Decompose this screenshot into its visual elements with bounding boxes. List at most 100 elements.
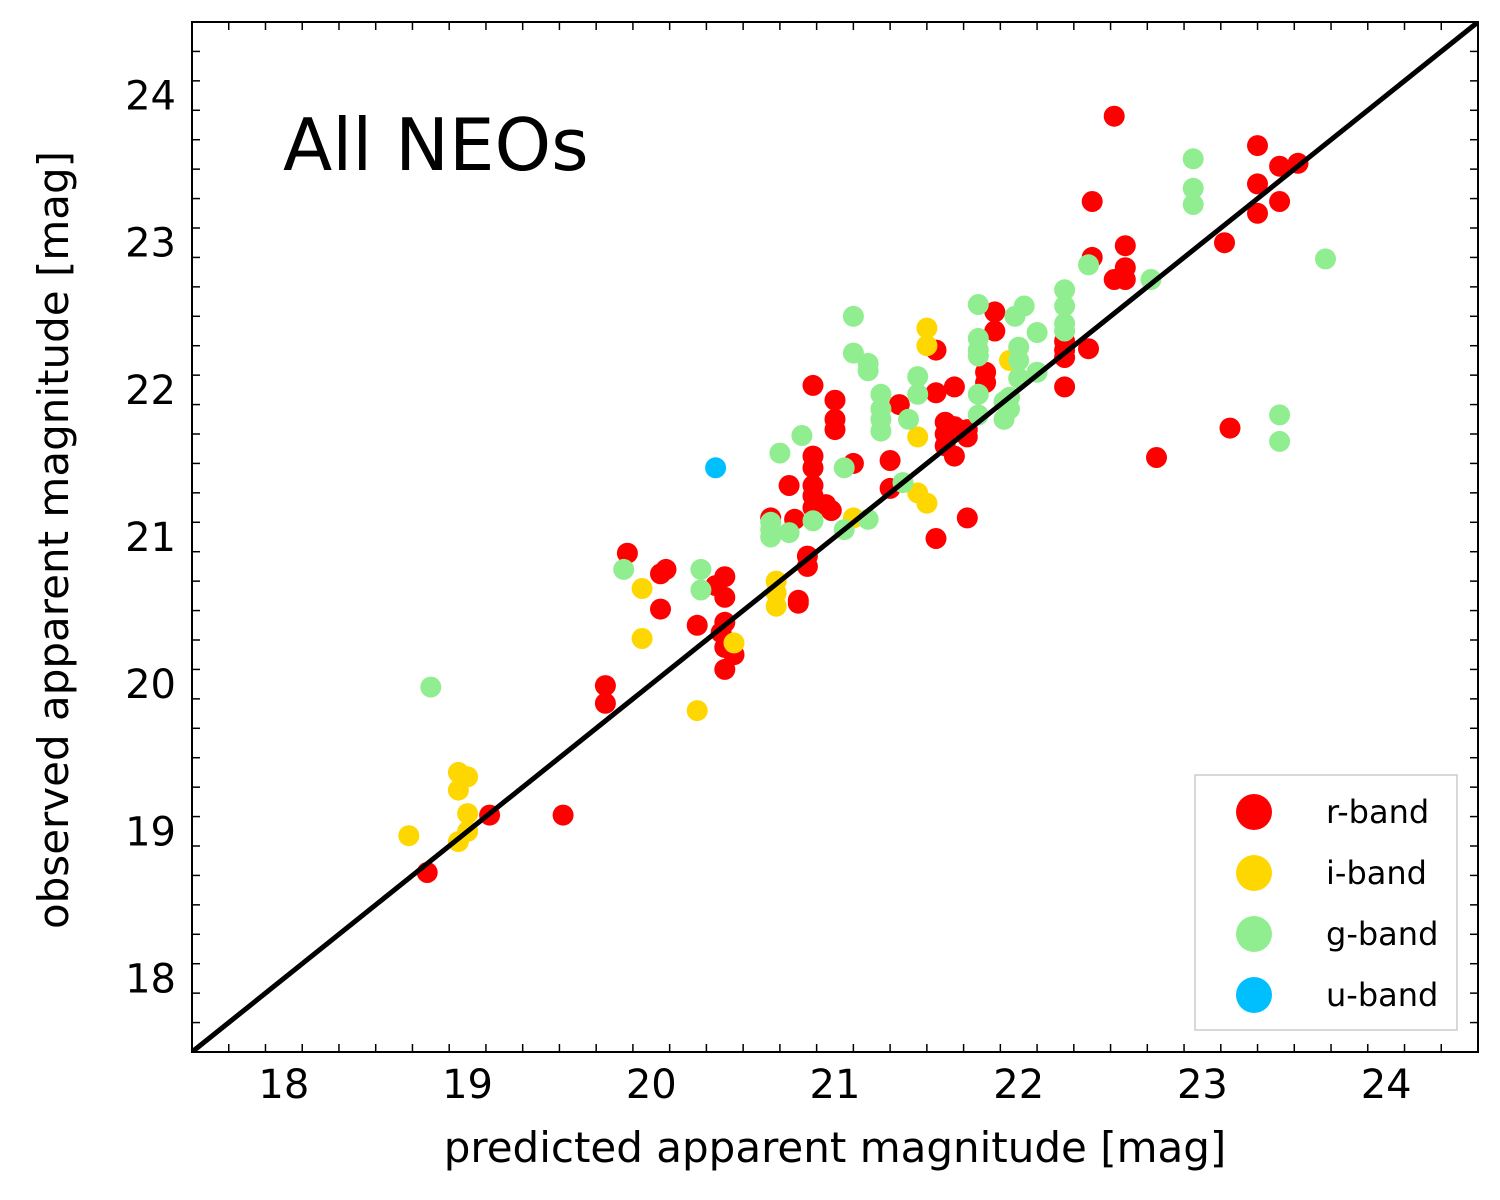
point-r-band-33 — [824, 389, 846, 411]
y-tick-label-19: 19 — [125, 809, 176, 855]
point-i-band-4 — [457, 766, 479, 788]
point-r-band-72 — [1247, 173, 1268, 195]
y-tick-label-21: 21 — [125, 515, 176, 561]
point-r-band-65 — [1114, 235, 1136, 257]
point-g-band-53 — [1269, 430, 1291, 452]
point-u-band-0 — [705, 457, 727, 479]
legend-label-u-band: u-band — [1326, 976, 1438, 1014]
point-r-band-7 — [655, 558, 677, 580]
point-r-band-35 — [824, 419, 846, 441]
point-g-band-26 — [967, 294, 989, 315]
plot-frame — [191, 21, 1479, 1053]
legend-label-r-band: r-band — [1326, 793, 1429, 831]
point-g-band-44 — [1054, 295, 1076, 317]
one-to-one-reference-line — [192, 22, 1478, 1052]
y-tick-label-20: 20 — [125, 662, 176, 708]
point-i-band-10 — [723, 632, 745, 654]
y-tick-label-23: 23 — [125, 221, 176, 267]
x-tick-label-20: 20 — [626, 1062, 677, 1108]
point-g-band-6 — [760, 526, 782, 548]
point-r-band-61 — [1081, 191, 1103, 212]
legend-marker-i-band — [1236, 855, 1272, 891]
legend-label-g-band: g-band — [1326, 915, 1438, 953]
point-g-band-3 — [690, 579, 712, 601]
point-i-band-8 — [631, 628, 653, 649]
legend-label-i-band: i-band — [1326, 854, 1427, 892]
point-g-band-24 — [907, 366, 929, 388]
point-r-band-42 — [925, 528, 947, 549]
point-r-band-60 — [1078, 338, 1099, 360]
point-r-band-71 — [1247, 135, 1268, 157]
point-r-band-55 — [984, 320, 1006, 342]
point-i-band-17 — [916, 317, 938, 339]
point-r-band-27 — [802, 457, 824, 479]
point-r-band-70 — [1219, 417, 1241, 439]
point-r-band-25 — [802, 374, 824, 396]
y-tick-label-18: 18 — [125, 956, 176, 1002]
legend: r-band i-band g-band u-band — [1194, 774, 1458, 1031]
x-tick-label-24: 24 — [1361, 1062, 1412, 1108]
point-g-band-7 — [769, 442, 791, 464]
point-g-band-9 — [791, 425, 813, 446]
point-r-band-9 — [686, 614, 708, 636]
point-g-band-23 — [898, 408, 919, 430]
point-g-band-18 — [870, 383, 892, 405]
y-axis-label: observed apparent magnitude [mag] — [29, 151, 78, 929]
point-g-band-52 — [1269, 404, 1291, 426]
point-r-band-41 — [925, 382, 947, 404]
point-g-band-16 — [857, 360, 879, 382]
point-r-band-11 — [714, 566, 736, 588]
point-g-band-21 — [870, 420, 892, 442]
x-tick-label-19: 19 — [442, 1062, 493, 1108]
legend-entry-r-band: r-band — [1236, 793, 1429, 831]
x-axis-label: predicted apparent magnitude [mag] — [444, 1123, 1227, 1172]
point-g-band-11 — [833, 457, 855, 479]
point-g-band-48 — [1140, 269, 1162, 290]
point-g-band-46 — [1054, 320, 1076, 342]
legend-marker-u-band — [1236, 977, 1272, 1013]
point-g-band-10 — [802, 510, 824, 532]
x-tick-label-18: 18 — [258, 1062, 309, 1108]
point-g-band-40 — [1013, 295, 1035, 317]
point-g-band-29 — [967, 345, 989, 367]
point-i-band-7 — [631, 578, 653, 599]
series-g-band — [420, 148, 1336, 698]
point-i-band-18 — [916, 335, 938, 357]
point-r-band-69 — [1214, 232, 1235, 254]
point-r-band-48 — [943, 445, 965, 467]
point-g-band-50 — [1182, 177, 1204, 199]
point-r-band-8 — [650, 598, 671, 620]
point-i-band-15 — [907, 426, 929, 448]
point-g-band-14 — [842, 342, 864, 364]
point-g-band-25 — [907, 383, 929, 405]
point-r-band-46 — [943, 376, 965, 398]
point-g-band-47 — [1078, 254, 1099, 276]
point-g-band-13 — [842, 305, 864, 327]
data-points-layer — [398, 105, 1336, 883]
point-r-band-22 — [787, 592, 809, 614]
point-g-band-51 — [1182, 194, 1204, 215]
point-i-band-9 — [686, 700, 708, 722]
point-i-band-0 — [398, 825, 420, 847]
point-r-band-37 — [879, 450, 901, 471]
y-tick-label-22: 22 — [125, 368, 176, 414]
point-r-band-67 — [1114, 269, 1136, 290]
point-r-band-2 — [552, 804, 574, 826]
point-r-band-17 — [714, 658, 736, 680]
point-r-band-5 — [616, 542, 638, 564]
point-g-band-30 — [967, 383, 989, 405]
x-tick-label-22: 22 — [993, 1062, 1044, 1108]
point-g-band-0 — [420, 676, 442, 698]
point-g-band-2 — [690, 558, 712, 580]
point-r-band-51 — [956, 507, 978, 529]
x-tick-label-21: 21 — [810, 1062, 861, 1108]
point-r-band-73 — [1247, 202, 1268, 224]
point-i-band-19 — [916, 492, 938, 514]
point-r-band-58 — [1054, 347, 1076, 368]
point-g-band-38 — [1008, 349, 1030, 371]
point-r-band-19 — [778, 475, 800, 496]
point-r-band-68 — [1146, 447, 1167, 468]
point-r-band-74 — [1269, 155, 1291, 177]
point-g-band-43 — [1054, 279, 1076, 301]
